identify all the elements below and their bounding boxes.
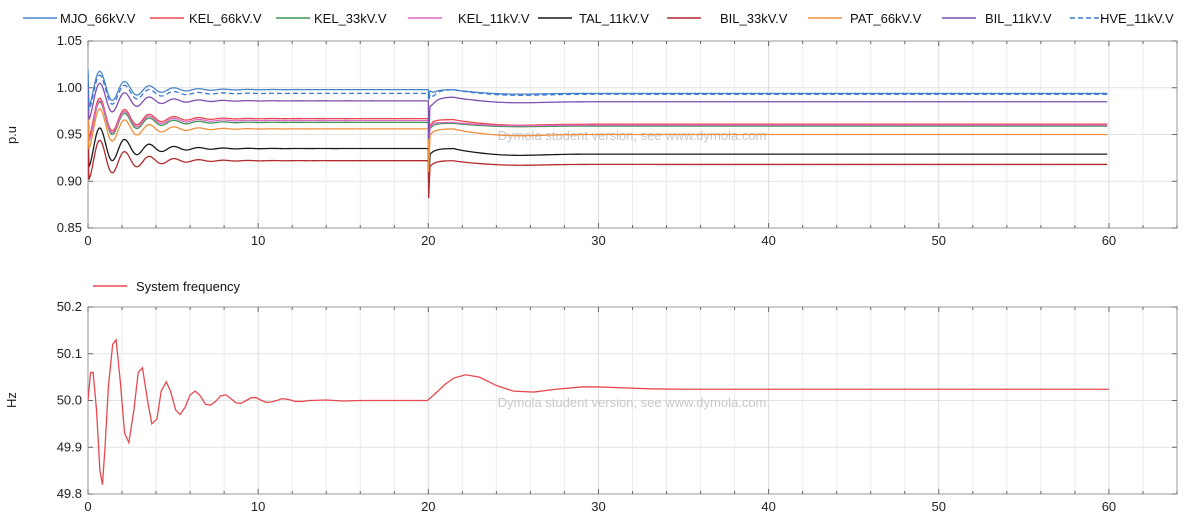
legend-label: KEL_33kV.V: [314, 11, 387, 26]
x-tick-label: 20: [421, 233, 435, 248]
series-line: [88, 82, 1108, 140]
y-tick-label: 0.85: [57, 220, 82, 235]
x-tick-label: 30: [591, 233, 605, 248]
x-tick-label: 10: [251, 499, 265, 514]
legend-label: KEL_11kV.V: [458, 11, 530, 26]
y-tick-label: 0.90: [57, 173, 82, 188]
y-tick-label: 1.05: [57, 33, 82, 48]
series-line: [88, 73, 1108, 111]
y-tick-label: 49.8: [57, 486, 82, 501]
watermark-text: Dymola student version, see www.dymola.c…: [498, 395, 767, 410]
x-tick-label: 40: [761, 499, 775, 514]
x-tick-label: 0: [84, 233, 91, 248]
series-line: [88, 108, 1108, 172]
x-tick-label: 30: [591, 499, 605, 514]
y-tick-label: 0.95: [57, 127, 82, 142]
x-tick-label: 50: [932, 499, 946, 514]
legend-label: BIL_33kV.V: [720, 11, 788, 26]
y-tick-label: 50.1: [57, 346, 82, 361]
voltage-chart: 0 10 20 30 40 50 60 0.85 0.90 0.95 1.00 1.05 p.u Dymo…: [4, 11, 1178, 248]
series-line: [88, 97, 1108, 163]
x-tick-label: 50: [932, 233, 946, 248]
legend-label: System frequency: [136, 279, 241, 294]
watermark-text: Dymola student version, see www.dymola.c…: [498, 128, 767, 143]
x-tick-label: 60: [1102, 499, 1116, 514]
series-line: [88, 100, 1108, 165]
x-tick-label: 0: [84, 499, 91, 514]
legend-label: TAL_11kV.V: [579, 11, 649, 26]
legend-label: KEL_66kV.V: [189, 11, 262, 26]
legend-label: HVE_11kV.V: [1100, 11, 1174, 26]
legend-label: PAT_66kV.V: [850, 11, 922, 26]
y-tick-label: 49.9: [57, 439, 82, 454]
legend-label: MJO_66kV.V: [60, 11, 136, 26]
y-tick-label: 1.00: [57, 80, 82, 95]
y-axis-label: Hz: [4, 392, 19, 408]
y-tick-label: 50.0: [57, 393, 82, 408]
series-line: [88, 69, 1108, 107]
y-axis-label: p.u: [4, 126, 19, 144]
series-line: [88, 337, 1109, 485]
y-tick-label: 50.2: [57, 299, 82, 314]
x-tick-label: 60: [1102, 233, 1116, 248]
x-tick-label: 20: [421, 499, 435, 514]
x-tick-label: 10: [251, 233, 265, 248]
series-line: [88, 139, 1108, 199]
series-line: [88, 125, 1108, 186]
series-line: [88, 101, 1108, 165]
legend-label: BIL_11kV.V: [985, 11, 1052, 26]
frequency-chart: 0 10 20 30 40 50 60 49.8 49.9 50.0 50.1 50.2 Hz Dymol…: [4, 279, 1178, 514]
x-tick-label: 40: [761, 233, 775, 248]
